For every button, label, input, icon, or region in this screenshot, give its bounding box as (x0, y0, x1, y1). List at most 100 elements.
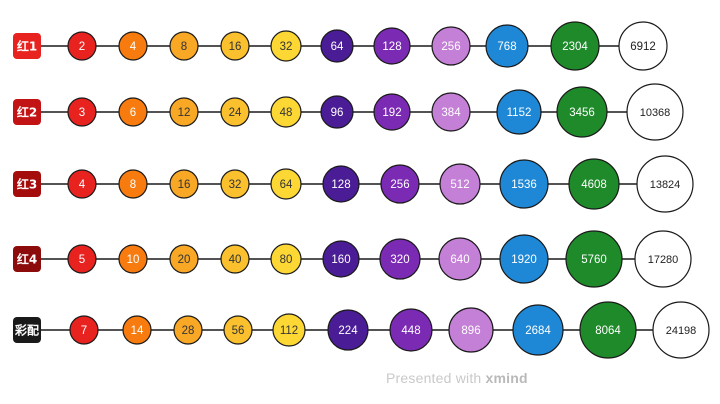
value-node-label: 768 (497, 41, 516, 53)
presented-with-watermark: Presented with xmind (386, 370, 528, 386)
value-node[interactable] (220, 97, 250, 127)
value-node[interactable] (579, 301, 637, 359)
value-node[interactable] (122, 315, 152, 345)
value-node[interactable] (322, 165, 360, 203)
value-node[interactable] (169, 31, 199, 61)
row-label-text: 红2 (17, 105, 37, 120)
value-node[interactable] (270, 96, 302, 128)
value-node-label: 24 (229, 107, 242, 119)
value-node-label: 14 (131, 325, 144, 337)
value-node[interactable] (118, 31, 148, 61)
value-node[interactable] (565, 230, 623, 288)
row-label-text: 彩配 (14, 323, 39, 338)
value-node-label: 256 (441, 41, 460, 53)
value-node[interactable] (322, 240, 360, 278)
value-node-label: 1920 (511, 254, 537, 266)
value-node-label: 128 (382, 41, 401, 53)
chain-row-2: 红2 3 6 12 24 48 96 192 384 1152 3456 10368 (13, 83, 684, 141)
value-node[interactable] (512, 304, 564, 356)
value-node[interactable] (169, 169, 199, 199)
value-node[interactable] (618, 21, 668, 71)
value-node[interactable] (448, 307, 494, 353)
value-node[interactable] (439, 163, 481, 205)
value-node[interactable] (118, 97, 148, 127)
value-node-label: 32 (280, 41, 293, 53)
value-node[interactable] (499, 159, 549, 209)
value-node-label: 192 (382, 107, 401, 119)
value-node[interactable] (69, 315, 99, 345)
value-node[interactable] (118, 244, 148, 274)
value-node[interactable] (431, 92, 471, 132)
value-node[interactable] (373, 93, 411, 131)
value-node-label: 48 (280, 107, 293, 119)
value-node[interactable] (652, 301, 710, 359)
value-node-label: 8064 (595, 325, 621, 337)
value-node[interactable] (636, 155, 694, 213)
value-node[interactable] (431, 26, 471, 66)
chain-row-4: 红4 5 10 20 40 80 160 320 640 1920 5760 17280 (13, 230, 692, 288)
value-node-label: 384 (441, 107, 461, 119)
value-node[interactable] (485, 24, 529, 68)
value-node-label: 96 (331, 107, 344, 119)
value-node[interactable] (67, 169, 97, 199)
value-node[interactable] (67, 31, 97, 61)
row-label-text: 红4 (17, 252, 37, 267)
chain-row-3: 红3 4 8 16 32 64 128 256 512 1536 4608 13824 (13, 155, 694, 213)
value-node-label: 224 (338, 325, 358, 337)
value-node-label: 13824 (650, 179, 681, 191)
value-node-label: 28 (182, 325, 195, 337)
value-node-label: 4 (79, 179, 86, 191)
value-node[interactable] (320, 95, 354, 129)
row-label-badge[interactable] (13, 33, 41, 59)
value-node[interactable] (327, 309, 369, 351)
value-node[interactable] (634, 230, 692, 288)
watermark-prefix: Presented with (386, 370, 482, 386)
value-node[interactable] (220, 31, 250, 61)
value-node-label: 12 (178, 107, 191, 119)
value-node-label: 6912 (630, 41, 656, 53)
value-node[interactable] (220, 169, 250, 199)
value-node[interactable] (270, 30, 302, 62)
value-node-label: 8 (181, 41, 187, 53)
chain-row-1: 红1 2 4 8 16 32 64 128 256 768 2304 6912 (13, 21, 668, 71)
value-node[interactable] (438, 237, 482, 281)
value-node[interactable] (389, 308, 433, 352)
value-node[interactable] (270, 168, 302, 200)
value-node[interactable] (223, 315, 253, 345)
value-node[interactable] (220, 244, 250, 274)
value-node[interactable] (568, 158, 620, 210)
row-label-badge[interactable] (13, 99, 41, 125)
chain-row-5: 彩配 7 14 28 56 112 224 448 896 2684 8064 24198 (13, 301, 710, 359)
value-node[interactable] (270, 243, 302, 275)
value-node[interactable] (380, 164, 420, 204)
value-node-label: 32 (229, 179, 242, 191)
value-node[interactable] (499, 234, 549, 284)
value-node-label: 896 (461, 325, 480, 337)
row-label-badge[interactable] (13, 317, 41, 343)
value-node-label: 2 (79, 41, 85, 53)
row-label-text: 红1 (17, 39, 37, 54)
watermark-brand: xmind (485, 370, 528, 386)
value-node[interactable] (169, 97, 199, 127)
value-node-label: 8 (130, 179, 136, 191)
value-node[interactable] (550, 21, 600, 71)
value-node[interactable] (556, 86, 608, 138)
value-node[interactable] (67, 97, 97, 127)
value-node-label: 64 (280, 179, 293, 191)
value-node[interactable] (169, 244, 199, 274)
value-node[interactable] (379, 238, 421, 280)
value-node-label: 20 (178, 254, 191, 266)
value-node[interactable] (272, 313, 306, 347)
value-node[interactable] (173, 315, 203, 345)
value-node[interactable] (373, 27, 411, 65)
value-node[interactable] (496, 89, 542, 135)
value-node-label: 160 (331, 254, 350, 266)
row-label-badge[interactable] (13, 171, 41, 197)
value-node[interactable] (118, 169, 148, 199)
value-node[interactable] (67, 244, 97, 274)
value-node[interactable] (626, 83, 684, 141)
value-node[interactable] (320, 29, 354, 63)
value-node-label: 1152 (507, 107, 532, 119)
row-label-badge[interactable] (13, 246, 41, 272)
